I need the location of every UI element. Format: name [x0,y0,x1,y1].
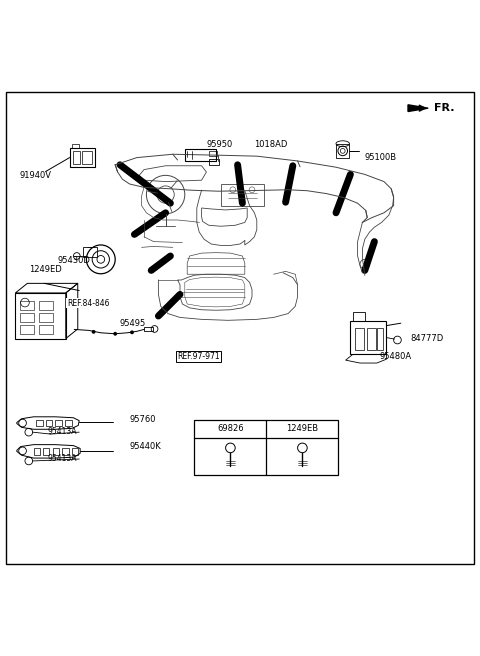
Bar [209,159,219,165]
Bar [72,144,79,148]
Bar [70,148,95,167]
Bar [62,447,69,455]
Polygon shape [408,105,428,112]
Bar [194,420,338,476]
Bar [144,327,153,331]
Text: 84777D: 84777D [410,334,444,343]
Bar [39,313,53,321]
Bar [221,184,264,205]
Text: 95413A: 95413A [48,426,77,436]
Bar [73,151,80,164]
Bar [185,149,216,161]
Bar [209,152,217,156]
Text: 95413A: 95413A [48,454,77,463]
Circle shape [92,330,96,334]
Bar [350,321,386,354]
Bar [367,328,376,350]
Bar [39,301,53,310]
Text: 95950: 95950 [206,140,233,150]
Bar [15,293,66,338]
Text: 91940V: 91940V [19,171,51,180]
Bar [55,420,62,426]
Bar [377,328,383,350]
Bar [353,312,365,321]
Bar [20,301,34,310]
Bar [355,328,364,350]
Text: 95440K: 95440K [130,442,161,451]
Bar [53,447,59,455]
Text: 69826: 69826 [217,424,244,434]
Bar [20,313,34,321]
Text: 95480A: 95480A [379,352,411,361]
Bar [72,447,78,455]
Text: REF.84-846: REF.84-846 [67,298,110,308]
Text: 95760: 95760 [130,415,156,424]
Text: 95100B: 95100B [365,153,397,161]
Bar [39,325,53,334]
Bar [82,151,92,164]
Bar [43,447,49,455]
Text: 1249ED: 1249ED [29,266,61,274]
Text: 1018AD: 1018AD [254,140,288,150]
Bar [36,420,43,426]
Text: FR.: FR. [434,103,455,113]
Circle shape [130,331,134,335]
Text: 95430D: 95430D [58,256,90,265]
Text: 1249EB: 1249EB [287,424,318,434]
Bar [65,420,72,426]
Bar [336,144,349,158]
Bar [20,325,34,334]
Text: 95495: 95495 [120,319,146,328]
Bar [46,420,52,426]
Bar [83,247,97,257]
Bar [34,447,40,455]
Circle shape [113,332,117,336]
Text: REF.97-971: REF.97-971 [178,352,220,361]
